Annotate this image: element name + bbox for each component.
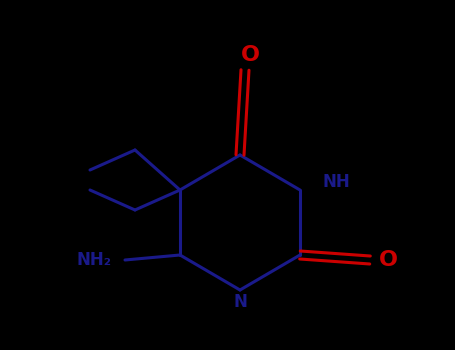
Text: NH: NH (322, 173, 350, 191)
Text: O: O (241, 45, 259, 65)
Text: O: O (379, 250, 398, 270)
Text: NH₂: NH₂ (77, 251, 112, 269)
Text: N: N (233, 293, 247, 311)
